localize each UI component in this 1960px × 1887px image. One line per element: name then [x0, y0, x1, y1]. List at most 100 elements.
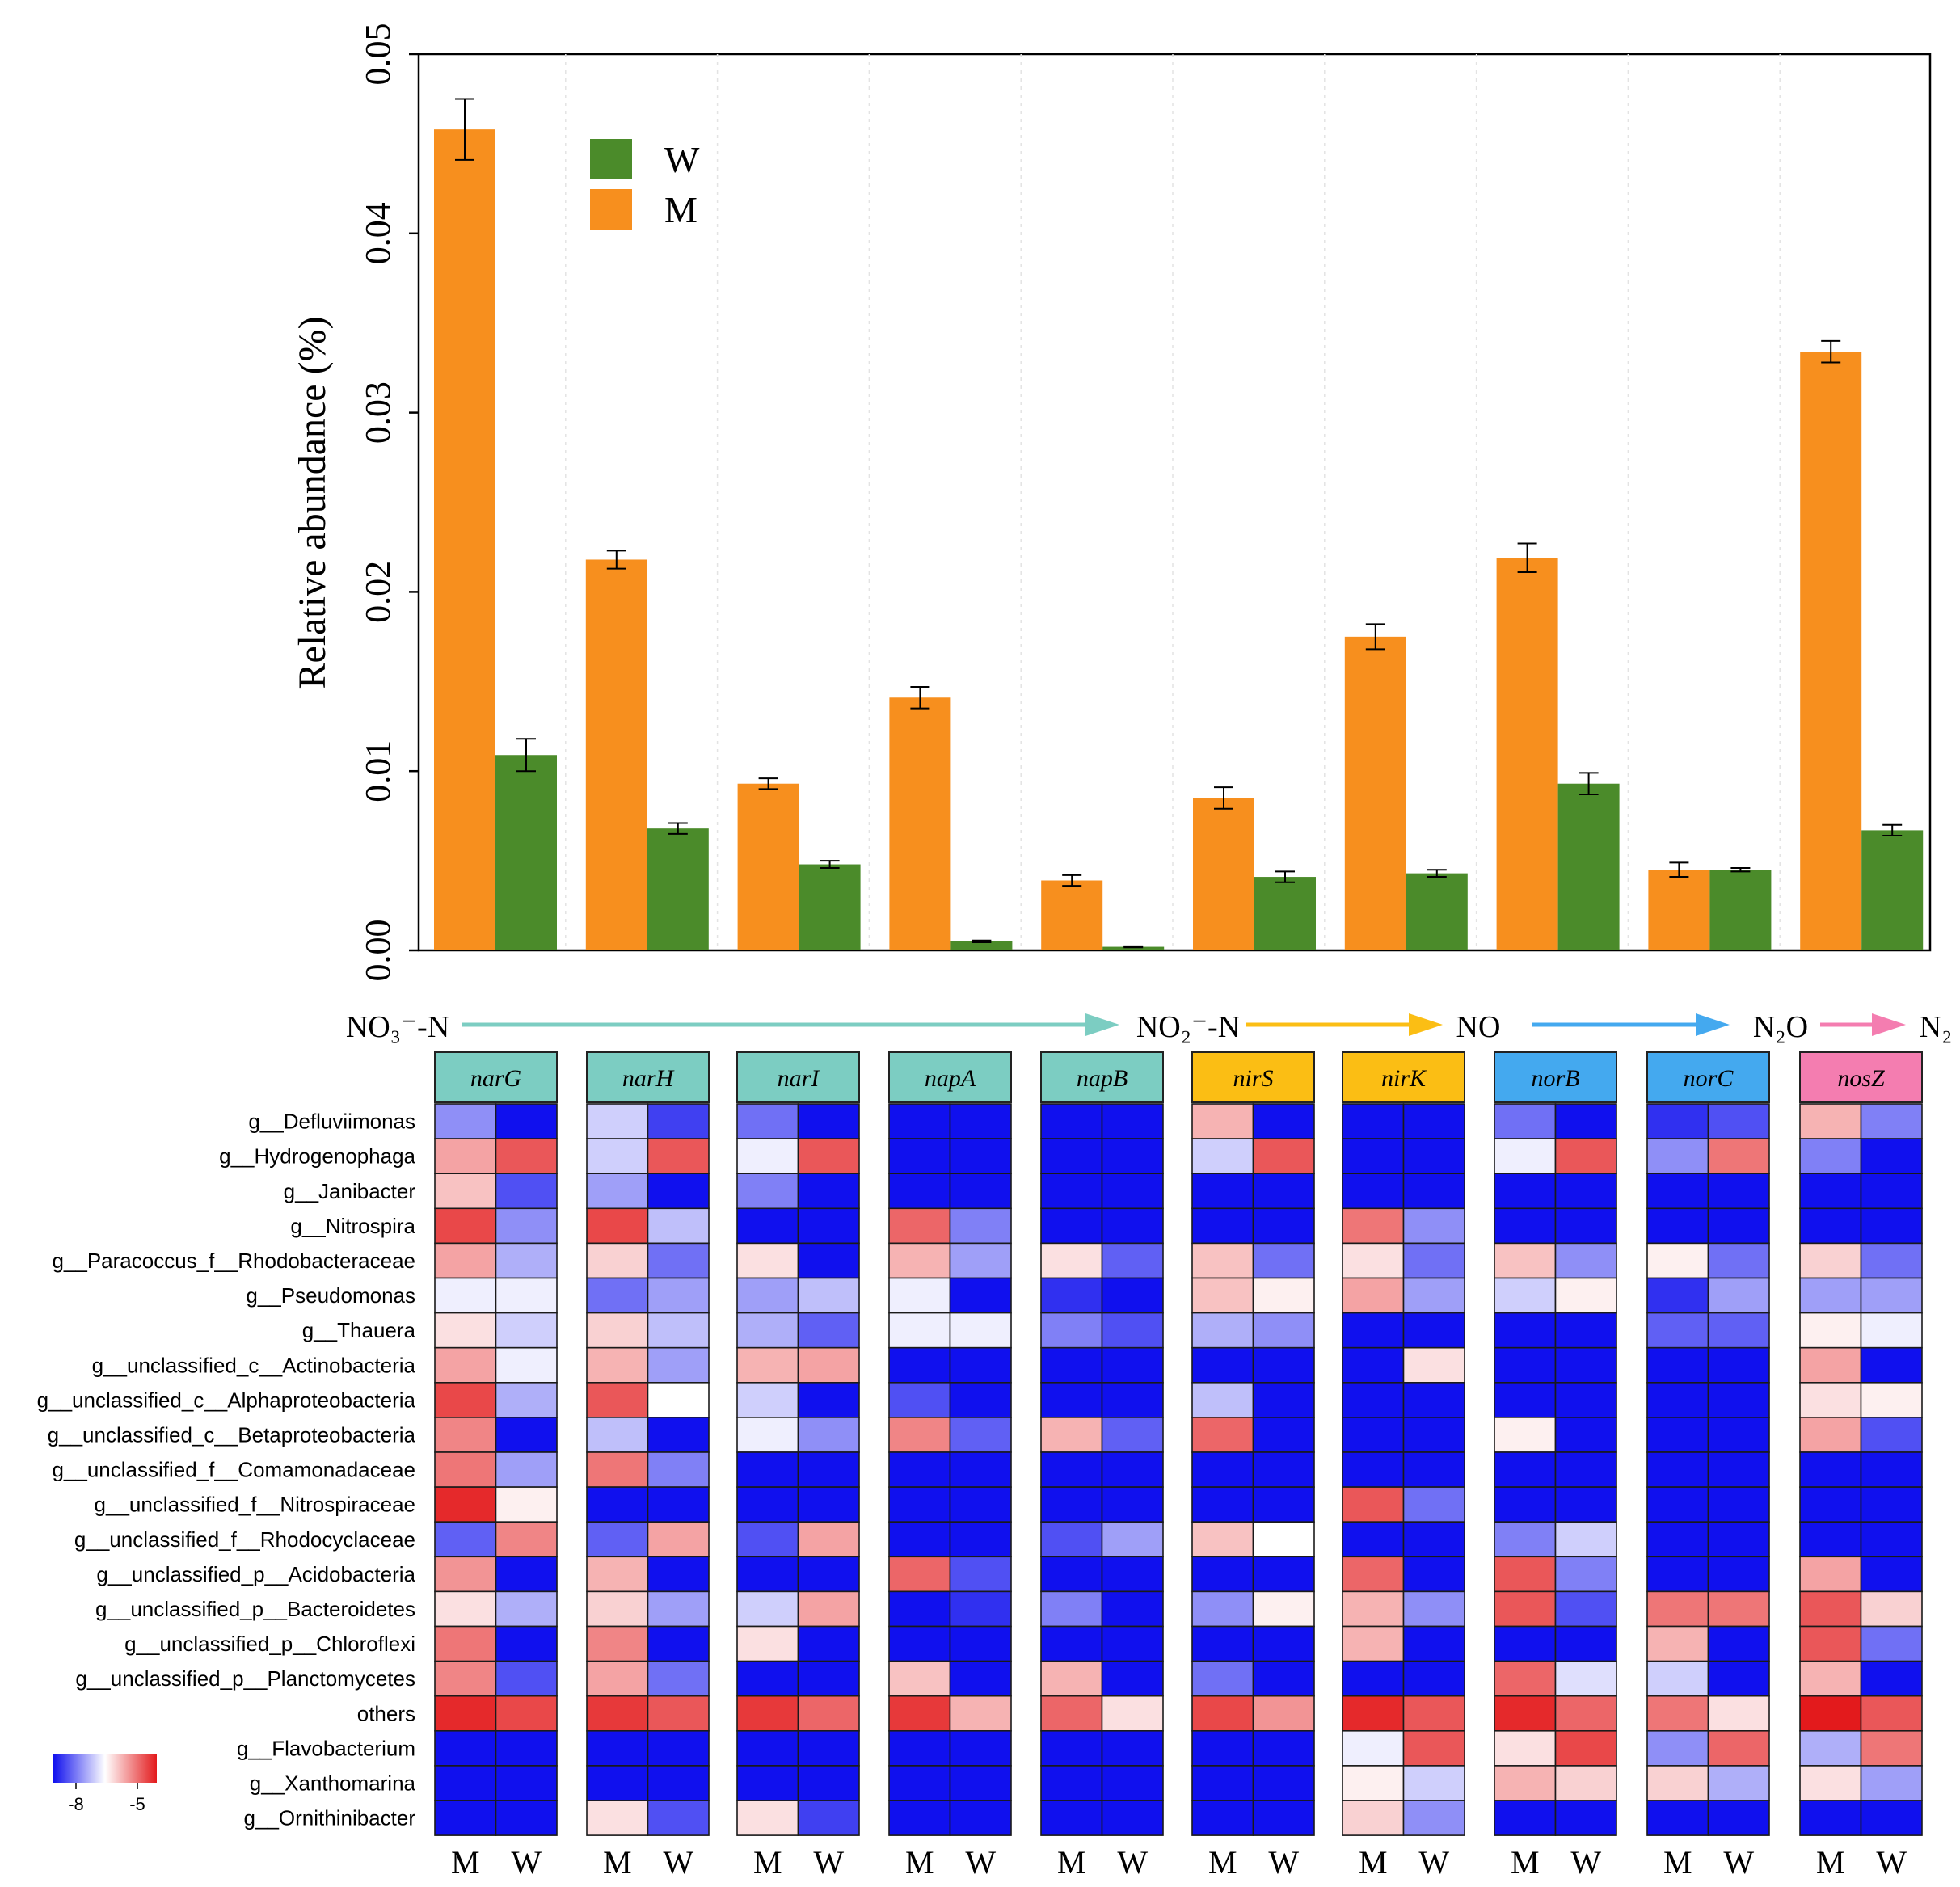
heatmap-cell	[1402, 1138, 1465, 1174]
heatmap-cell	[1191, 1173, 1254, 1210]
heatmap-cell	[495, 1312, 558, 1349]
row-label: g__Xanthomarina	[250, 1771, 416, 1795]
bar-W-napB	[1102, 946, 1165, 950]
legend-swatch-W	[590, 139, 632, 179]
heatmap-cell	[647, 1521, 710, 1558]
column-label: M	[1208, 1844, 1237, 1881]
heatmap-cell	[1191, 1382, 1254, 1418]
bar-W-nirK	[1406, 873, 1468, 950]
heatmap-cell	[1707, 1730, 1770, 1767]
heatmap-cell	[1252, 1800, 1315, 1836]
heatmap-cell	[1554, 1730, 1617, 1767]
heatmap-cell	[586, 1625, 649, 1662]
heatmap-cell	[949, 1660, 1012, 1697]
heatmap-cell	[1402, 1417, 1465, 1453]
heatmap-cell	[647, 1242, 710, 1279]
heatmap-cell	[1342, 1625, 1405, 1662]
bar-chart: 0.00 0.01 0.02 0.03 0.04 0.05 Relative abunda…	[291, 23, 1932, 982]
heatmap-cell	[1860, 1417, 1923, 1453]
heatmap-cell	[1799, 1173, 1862, 1210]
heatmap-cell	[1402, 1486, 1465, 1523]
gene-label: nosZ	[1837, 1065, 1885, 1092]
heatmap-cell	[1040, 1451, 1103, 1488]
heatmap-cell	[1402, 1556, 1465, 1593]
heatmap-cell	[1040, 1660, 1103, 1697]
heatmap-cell	[434, 1138, 497, 1174]
bar-W-napA	[950, 941, 1013, 950]
heatmap-cell	[586, 1521, 649, 1558]
column-label: M	[1816, 1844, 1845, 1881]
heatmap-cell	[1799, 1346, 1862, 1384]
heatmap-cell	[1040, 1277, 1103, 1314]
row-label: g__Hydrogenophaga	[219, 1144, 415, 1169]
heatmap-cell	[1860, 1486, 1923, 1523]
heatmap-cell	[495, 1207, 558, 1245]
heatmap-cell	[434, 1590, 497, 1628]
bar-M-nirK	[1344, 636, 1406, 950]
heatmap-cell	[888, 1138, 951, 1174]
heatmap-cell	[949, 1277, 1012, 1314]
heatmap-cell	[1402, 1625, 1465, 1662]
heatmap-cell	[1554, 1625, 1617, 1662]
heatmap-cell	[1191, 1800, 1254, 1836]
bar-M-napB	[1041, 880, 1103, 950]
heatmap-cell	[736, 1521, 799, 1558]
column-label: M	[753, 1844, 782, 1881]
heatmap-cell	[495, 1451, 558, 1488]
heatmap-cell	[949, 1556, 1012, 1593]
heatmap-cell	[1860, 1765, 1923, 1801]
heatmap-cell	[1799, 1103, 1862, 1139]
heatmap-cell	[1342, 1730, 1405, 1767]
scale-tick-label: -8	[68, 1794, 84, 1814]
heatmap-cell	[586, 1382, 649, 1418]
heatmap-cell	[1101, 1382, 1164, 1418]
row-label: g__Paracoccus_f__Rhodobacteraceae	[52, 1249, 415, 1273]
heatmap-cell	[1494, 1173, 1557, 1210]
heatmap-cell	[1040, 1800, 1103, 1836]
heatmap-cell	[647, 1730, 710, 1767]
heatmap-cell	[1860, 1277, 1923, 1314]
heatmap-cell	[434, 1521, 497, 1558]
heatmap-cell	[736, 1730, 799, 1767]
heatmap-cell	[1040, 1138, 1103, 1174]
heatmap-cell	[1707, 1765, 1770, 1801]
heatmap-cell	[1554, 1138, 1617, 1174]
bar-M-norB	[1496, 558, 1558, 950]
heatmap-cell	[647, 1590, 710, 1628]
heatmap-cell	[949, 1207, 1012, 1245]
heatmap-cell	[1252, 1138, 1315, 1174]
bar-series	[434, 98, 1924, 950]
heatmap-cell	[1252, 1765, 1315, 1801]
heatmap-cell	[1494, 1556, 1557, 1593]
heatmap-cell	[647, 1556, 710, 1593]
heatmap-cell	[1494, 1417, 1557, 1453]
heatmap-cell	[1342, 1207, 1405, 1245]
heatmap-cell	[495, 1521, 558, 1558]
heatmap-cell	[797, 1660, 860, 1697]
heatmap-cell	[1101, 1417, 1164, 1453]
heatmap-cell	[1860, 1382, 1923, 1418]
heatmap-cell	[586, 1765, 649, 1801]
heatmap-cell	[434, 1242, 497, 1279]
heatmap-cell	[888, 1451, 951, 1488]
bar-W-nosZ	[1861, 830, 1924, 950]
heatmap-cell	[1252, 1173, 1315, 1210]
heatmap-cell	[1040, 1556, 1103, 1593]
heatmap-cell	[1646, 1312, 1709, 1349]
heatmap-cell	[1342, 1277, 1405, 1314]
heatmap-cell	[434, 1556, 497, 1593]
heatmap-cell	[1191, 1695, 1254, 1732]
heatmap-cell	[1494, 1590, 1557, 1628]
heatmap-cell	[797, 1451, 860, 1488]
heatmap-cell	[1646, 1173, 1709, 1210]
row-label: g__Pseudomonas	[246, 1283, 415, 1308]
gene-label: norB	[1532, 1065, 1580, 1092]
row-label: g__unclassified_p__Acidobacteria	[96, 1562, 415, 1586]
heatmap-cell	[1494, 1660, 1557, 1697]
bar-M-nirS	[1193, 798, 1254, 950]
heatmap-cell	[1342, 1660, 1405, 1697]
heatmap-cell	[1101, 1521, 1164, 1558]
heatmap-cell	[1252, 1417, 1315, 1453]
